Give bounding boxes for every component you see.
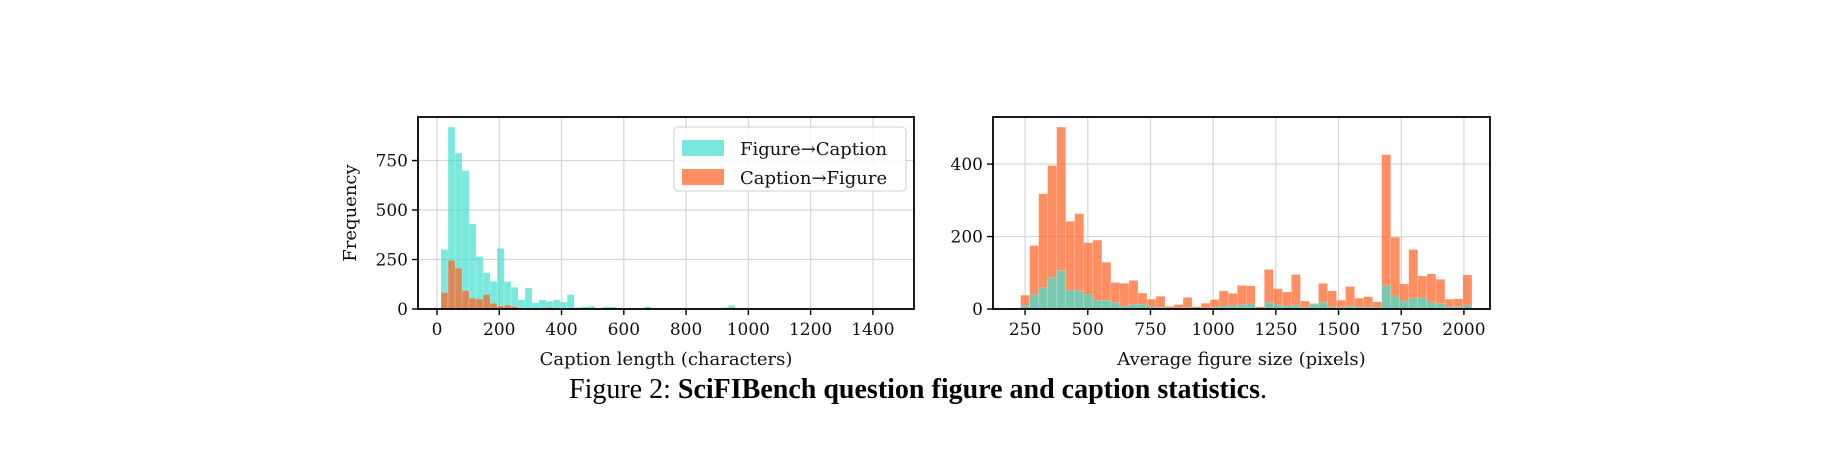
histogram-bar: [1417, 297, 1428, 310]
histogram-bar: [1318, 301, 1328, 310]
histogram-bar: [468, 298, 477, 310]
y-tick-label: 200: [951, 228, 983, 248]
y-tick-label: 500: [376, 201, 408, 221]
histogram-bar: [559, 301, 568, 310]
histogram-bar: [1074, 290, 1085, 310]
histogram-bar: [461, 290, 470, 310]
series-figure-to-caption: [1020, 270, 1473, 310]
histogram-bar: [1399, 300, 1410, 310]
histogram-bar: [1291, 274, 1301, 310]
histogram-bar: [524, 287, 533, 310]
y-tick-label: 250: [376, 251, 408, 271]
histogram-bar: [1065, 289, 1076, 310]
axes-frame: [992, 116, 1491, 310]
histogram-bar: [566, 294, 575, 310]
histogram-bar: [440, 292, 449, 310]
histogram-bar: [461, 170, 470, 310]
y-tick-label: 750: [376, 152, 408, 172]
y-tick-label: 0: [972, 300, 983, 320]
x-tick-label: 250: [1009, 320, 1041, 340]
series-caption-to-figure: [1011, 126, 1473, 310]
y-tick-label: 0: [397, 300, 408, 320]
y-axis-label: Frequency: [340, 163, 361, 261]
legend-label: Caption→Figure: [740, 168, 887, 189]
x-tick-label: 1000: [1192, 320, 1235, 340]
histogram-bar: [475, 298, 484, 310]
axes-frame: [417, 116, 915, 310]
figure-caption: Figure 2: SciFIBench question figure and…: [0, 374, 1836, 406]
histogram-bar: [482, 294, 491, 310]
histogram-bar: [552, 299, 561, 310]
histogram-bar: [1047, 277, 1057, 310]
x-tick-label: 2000: [1442, 320, 1485, 340]
histogram-bar: [1462, 274, 1473, 310]
histogram-bar: [1029, 294, 1039, 310]
x-axis-label: Caption length (characters): [540, 349, 793, 370]
histogram-bar: [1264, 302, 1274, 310]
x-tick-label: 400: [545, 320, 577, 340]
legend-swatch: [682, 140, 724, 156]
legend-box: [673, 126, 907, 192]
x-tick-label: 600: [608, 320, 640, 340]
histogram-bar: [1083, 294, 1094, 310]
histogram-bar: [496, 248, 505, 310]
histogram-bar: [538, 299, 547, 310]
histogram-bar: [1426, 302, 1437, 310]
x-tick-label: 1750: [1380, 320, 1423, 340]
histogram-bar: [1408, 297, 1419, 310]
caption-bold-title: SciFIBench question figure and caption s…: [677, 374, 1260, 405]
caption-suffix: .: [1259, 374, 1267, 405]
figure-size-histogram: 250 500 750 1000 1250 1500 1750 2000 0 200 400 Aver…: [951, 116, 1491, 370]
caption-prefix: Figure 2:: [569, 374, 678, 405]
figure-canvas: 0 200 400 600 800 1000 1200 1400 0 250 500 750 Capti…: [340, 116, 1491, 370]
x-tick-label: 1500: [1317, 320, 1360, 340]
series-figure-to-caption: [440, 126, 736, 310]
histogram-bar: [1345, 286, 1355, 310]
histogram-bar: [1110, 302, 1121, 310]
x-tick-label: 1200: [789, 320, 832, 340]
histogram-bar: [1038, 287, 1048, 310]
histogram-bar: [447, 260, 456, 310]
histogram-bar: [1390, 295, 1401, 310]
x-tick-label: 500: [1072, 320, 1104, 340]
legend-label: Figure→Caption: [740, 139, 888, 160]
histogram-bar: [1327, 290, 1337, 310]
x-tick-label: 200: [483, 320, 515, 340]
x-axis-label: Average figure size (pixels): [1116, 349, 1365, 370]
histogram-bar: [1056, 270, 1067, 310]
legend: Figure→Caption Caption→Figure: [673, 126, 907, 192]
histogram-bar: [1092, 239, 1103, 310]
x-tick-label: 0: [432, 320, 443, 340]
x-tick-label: 800: [670, 320, 702, 340]
histogram-bar: [531, 302, 540, 310]
histogram-bar: [1119, 282, 1130, 310]
histogram-bar: [468, 223, 477, 310]
histogram-bar: [1381, 285, 1392, 310]
histogram-bar: [454, 267, 463, 310]
y-tick-label: 400: [951, 155, 983, 175]
histogram-bar: [510, 286, 519, 310]
x-tick-label: 1000: [727, 320, 770, 340]
histogram-bar: [1092, 300, 1103, 310]
x-tick-label: 1400: [851, 320, 894, 340]
x-tick-label: 750: [1134, 320, 1166, 340]
histogram-bar: [1101, 300, 1112, 310]
caption-length-histogram: 0 200 400 600 800 1000 1200 1400 0 250 500 750 Capti…: [340, 116, 915, 370]
histogram-bar: [503, 281, 512, 310]
histogram-bar: [517, 299, 526, 310]
legend-swatch: [682, 169, 724, 185]
x-tick-label: 1250: [1254, 320, 1297, 340]
